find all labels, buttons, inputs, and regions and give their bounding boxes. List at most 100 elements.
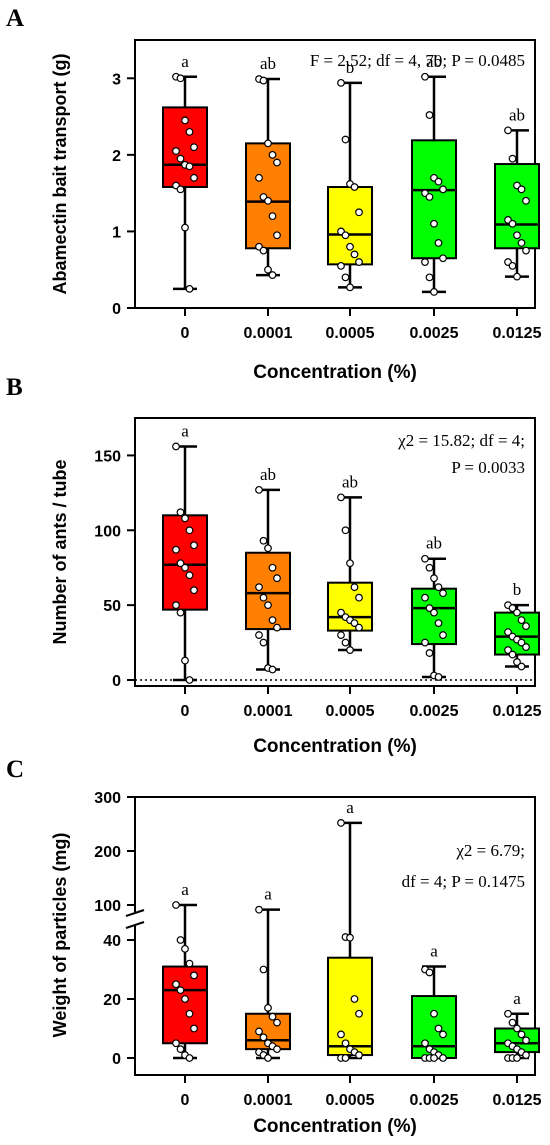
data-point-0-0-4 bbox=[190, 143, 198, 152]
significance-letter-2-0: a bbox=[181, 880, 189, 899]
data-point-1-2-10 bbox=[337, 631, 345, 639]
data-point-0-2-3 bbox=[350, 183, 359, 191]
y-tick-label-1-1: 50 bbox=[103, 598, 121, 615]
stat-text-c-line2: df = 4; P = 0.1475 bbox=[402, 872, 525, 891]
data-point-2-0-1 bbox=[176, 936, 185, 944]
x-ticks-a: 0 0.0001 0.0005 0.0025 0.0125 bbox=[181, 308, 542, 342]
data-point-1-1-3 bbox=[268, 563, 277, 572]
data-point-0-2-10 bbox=[337, 261, 345, 270]
data-point-1-3-13 bbox=[434, 673, 443, 681]
y-tick-label-0-1: 1 bbox=[112, 224, 121, 241]
box-1-4 bbox=[494, 611, 540, 656]
data-point-2-4-2 bbox=[513, 1024, 521, 1033]
x-tick-label-2-1: 0.0001 bbox=[244, 1092, 293, 1109]
data-point-0-1-1 bbox=[259, 76, 268, 85]
data-point-2-0-5 bbox=[172, 980, 180, 989]
data-point-0-4-4 bbox=[522, 196, 530, 205]
data-point-2-3-1 bbox=[425, 968, 434, 977]
data-point-1-4-5 bbox=[504, 628, 512, 636]
data-point-0-3-8 bbox=[434, 239, 443, 247]
data-point-2-1-2 bbox=[264, 1003, 272, 1012]
data-point-0-0-13 bbox=[185, 284, 194, 293]
data-point-2-1-6 bbox=[259, 1033, 268, 1042]
y-tick-label-2-2: 40 bbox=[103, 933, 121, 950]
stat-text-c-line1: χ2 = 6.79; bbox=[455, 841, 525, 860]
data-point-2-0-8 bbox=[185, 1009, 194, 1018]
y-tick-label-2-0: 0 bbox=[112, 1051, 121, 1068]
significance-letter-0-4: ab bbox=[509, 105, 525, 124]
data-point-2-1-5 bbox=[255, 1027, 263, 1036]
data-point-1-2-4 bbox=[355, 593, 363, 602]
data-point-0-0-1 bbox=[176, 74, 185, 83]
data-point-0-1-12 bbox=[264, 265, 272, 274]
data-point-0-1-8 bbox=[268, 212, 277, 221]
data-point-1-2-5 bbox=[337, 608, 345, 617]
data-point-0-0-12 bbox=[181, 223, 189, 232]
boxes-c: a a a a a bbox=[162, 798, 540, 1062]
data-point-1-3-2 bbox=[430, 574, 438, 583]
data-point-2-1-0 bbox=[255, 905, 263, 914]
data-point-2-4-1 bbox=[508, 1018, 517, 1027]
data-point-2-0-10 bbox=[172, 1039, 180, 1048]
data-point-1-3-3 bbox=[434, 583, 443, 592]
data-point-1-3-1 bbox=[425, 563, 434, 572]
x-ticks-c: 0 0.0001 0.0005 0.0025 0.0125 bbox=[181, 1075, 542, 1109]
box-2-2 bbox=[327, 956, 373, 1057]
data-point-1-4-8 bbox=[517, 638, 526, 647]
data-point-0-3-7 bbox=[430, 219, 438, 228]
data-point-0-2-8 bbox=[350, 250, 359, 259]
data-point-2-4-0 bbox=[504, 1009, 512, 1018]
data-point-1-0-9 bbox=[190, 586, 198, 595]
data-point-2-0-11 bbox=[176, 1045, 185, 1054]
data-point-0-1-13 bbox=[268, 271, 277, 279]
data-point-2-4-12 bbox=[513, 1054, 521, 1062]
stat-text-a-line1: F = 2.52; df = 4, 70; P = 0.0485 bbox=[310, 51, 525, 70]
data-point-0-4-8 bbox=[517, 239, 526, 247]
data-point-1-0-4 bbox=[190, 541, 198, 550]
axis-break-mark-upper bbox=[125, 909, 145, 917]
data-point-1-1-2 bbox=[264, 544, 272, 553]
x-tick-label-0-2: 0.0005 bbox=[326, 325, 375, 342]
x-ticks-b: 0 0.0001 0.0005 0.0025 0.0125 bbox=[181, 686, 542, 720]
data-point-0-0-2 bbox=[181, 116, 189, 125]
data-point-1-2-12 bbox=[346, 646, 354, 654]
data-point-0-3-3 bbox=[434, 177, 443, 186]
significance-letter-2-2: a bbox=[346, 798, 354, 817]
data-point-1-4-12 bbox=[513, 658, 521, 666]
data-point-0-1-4 bbox=[273, 158, 281, 167]
data-point-1-4-11 bbox=[508, 650, 517, 659]
y-tick-label-2-4: 200 bbox=[94, 844, 121, 861]
data-point-0-0-8 bbox=[185, 162, 194, 171]
data-point-1-2-8 bbox=[350, 619, 359, 628]
data-point-0-3-10 bbox=[421, 258, 429, 266]
y-tick-label-2-3: 100 bbox=[94, 898, 121, 915]
y-axis-b: 0 50 100 150 bbox=[94, 448, 135, 690]
significance-letter-1-1: ab bbox=[260, 465, 276, 484]
boxes-b: a ab ab ab b bbox=[135, 421, 540, 684]
data-point-2-0-2 bbox=[181, 944, 189, 953]
significance-letter-2-3: a bbox=[430, 942, 438, 961]
data-point-2-3-3 bbox=[434, 1024, 443, 1033]
x-tick-label-2-0: 0 bbox=[181, 1092, 190, 1109]
data-point-1-0-3 bbox=[185, 526, 194, 535]
data-point-0-1-7 bbox=[264, 196, 272, 205]
data-point-1-4-1 bbox=[508, 604, 517, 613]
data-point-0-2-7 bbox=[346, 242, 354, 251]
panel-a: A 0 1 2 3 a ab b ab ab 0 0.0001 0.0005 0.0025 0.012… bbox=[6, 5, 542, 383]
x-tick-label-0-0: 0 bbox=[181, 325, 190, 342]
data-point-1-4-13 bbox=[517, 662, 526, 671]
data-point-1-2-11 bbox=[341, 638, 350, 647]
data-point-1-3-0 bbox=[421, 554, 429, 563]
data-point-2-2-0 bbox=[337, 819, 345, 827]
x-tick-label-2-3: 0.0025 bbox=[410, 1092, 459, 1109]
data-point-1-0-11 bbox=[176, 608, 185, 617]
data-point-0-2-12 bbox=[346, 283, 354, 292]
data-point-1-0-13 bbox=[185, 676, 194, 684]
data-point-1-2-0 bbox=[337, 493, 345, 502]
significance-letter-1-0: a bbox=[181, 421, 189, 440]
data-point-1-0-6 bbox=[176, 559, 185, 568]
data-point-2-1-9 bbox=[273, 1045, 281, 1054]
data-point-1-2-3 bbox=[350, 583, 359, 592]
data-point-1-1-4 bbox=[273, 574, 281, 583]
